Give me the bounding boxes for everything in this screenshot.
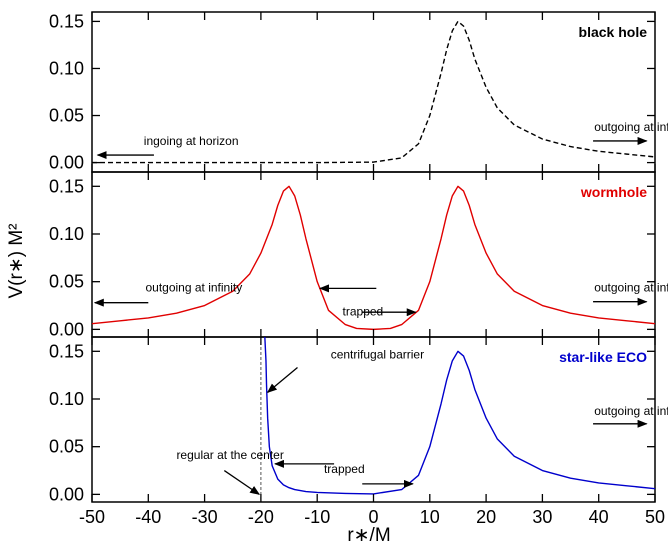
y-axis-label: V(r∗) M²: [6, 223, 27, 298]
panel-title-2: star-like ECO: [559, 349, 647, 365]
x-tick-label-1: -40: [135, 507, 161, 527]
x-tick-label-10: 50: [645, 507, 665, 527]
y-tick-label-1-3: 0.15: [49, 176, 84, 196]
y-tick-label-2-0: 0.00: [49, 484, 84, 504]
annotation-label-1-2: outgoing at infinity: [594, 281, 668, 295]
y-tick-label-1-2: 0.10: [49, 224, 84, 244]
annotation-arrow-2-1: [223, 469, 261, 495]
x-tick-label-3: -20: [248, 507, 274, 527]
x-tick-label-6: 10: [420, 507, 440, 527]
panel-title-1: wormhole: [580, 184, 647, 200]
series-curve-0: [92, 20, 656, 164]
y-tick-label-2-3: 0.15: [49, 341, 84, 361]
y-tick-label-2-2: 0.10: [49, 389, 84, 409]
x-tick-label-7: 20: [476, 507, 496, 527]
x-tick-label-5: 0: [368, 507, 378, 527]
x-tick-label-9: 40: [589, 507, 609, 527]
x-axis-label: r∗/M: [347, 525, 390, 546]
annotation-label-2-0: centrifugal barrier: [331, 347, 424, 361]
annotation-label-0-0: ingoing at horizon: [144, 134, 239, 148]
series-curve-2: [264, 336, 656, 495]
annotation-label-0-1: outgoing at infinity: [594, 120, 668, 134]
x-tick-label-2: -30: [192, 507, 218, 527]
annotation-arrow-2-0: [266, 367, 298, 393]
x-tick-label-4: -10: [304, 507, 330, 527]
annotation-label-2-1: regular at the center: [176, 448, 283, 462]
x-tick-label-8: 30: [532, 507, 552, 527]
annotation-label-1-1: trapped: [343, 305, 384, 319]
annotation-label-1-0: outgoing at infinity: [145, 281, 242, 295]
y-tick-label-0-3: 0.15: [49, 11, 84, 31]
y-tick-label-1-1: 0.05: [49, 272, 84, 292]
y-tick-label-0-2: 0.10: [49, 58, 84, 78]
y-tick-label-2-1: 0.05: [49, 437, 84, 457]
y-tick-label-0-0: 0.00: [49, 153, 84, 173]
annotation-label-2-2: trapped: [324, 462, 365, 476]
panel-title-0: black hole: [579, 24, 648, 40]
y-tick-label-0-1: 0.05: [49, 106, 84, 126]
y-tick-label-1-0: 0.00: [49, 319, 84, 339]
x-tick-label-0: -50: [79, 507, 105, 527]
annotation-label-2-4: outgoing at infinity: [594, 404, 668, 418]
